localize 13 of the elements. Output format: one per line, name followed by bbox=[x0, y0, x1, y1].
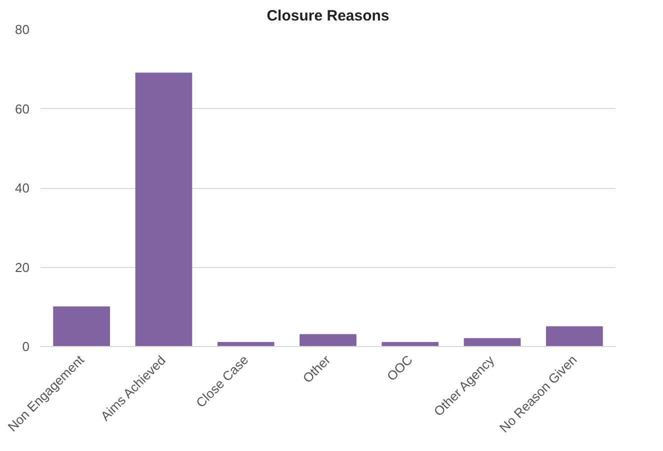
bar bbox=[217, 342, 274, 346]
bar bbox=[53, 306, 110, 346]
bar bbox=[382, 342, 439, 346]
y-tick-label: 40 bbox=[15, 180, 30, 196]
y-tick-label: 20 bbox=[15, 260, 30, 275]
bar bbox=[464, 338, 521, 346]
chart-title: Closure Reasons bbox=[266, 8, 390, 24]
y-tick-label: 0 bbox=[22, 339, 30, 354]
bar bbox=[300, 334, 356, 346]
bar bbox=[546, 326, 603, 346]
y-tick-label: 80 bbox=[15, 22, 30, 37]
bar bbox=[135, 72, 192, 346]
y-tick-label: 60 bbox=[15, 101, 30, 116]
